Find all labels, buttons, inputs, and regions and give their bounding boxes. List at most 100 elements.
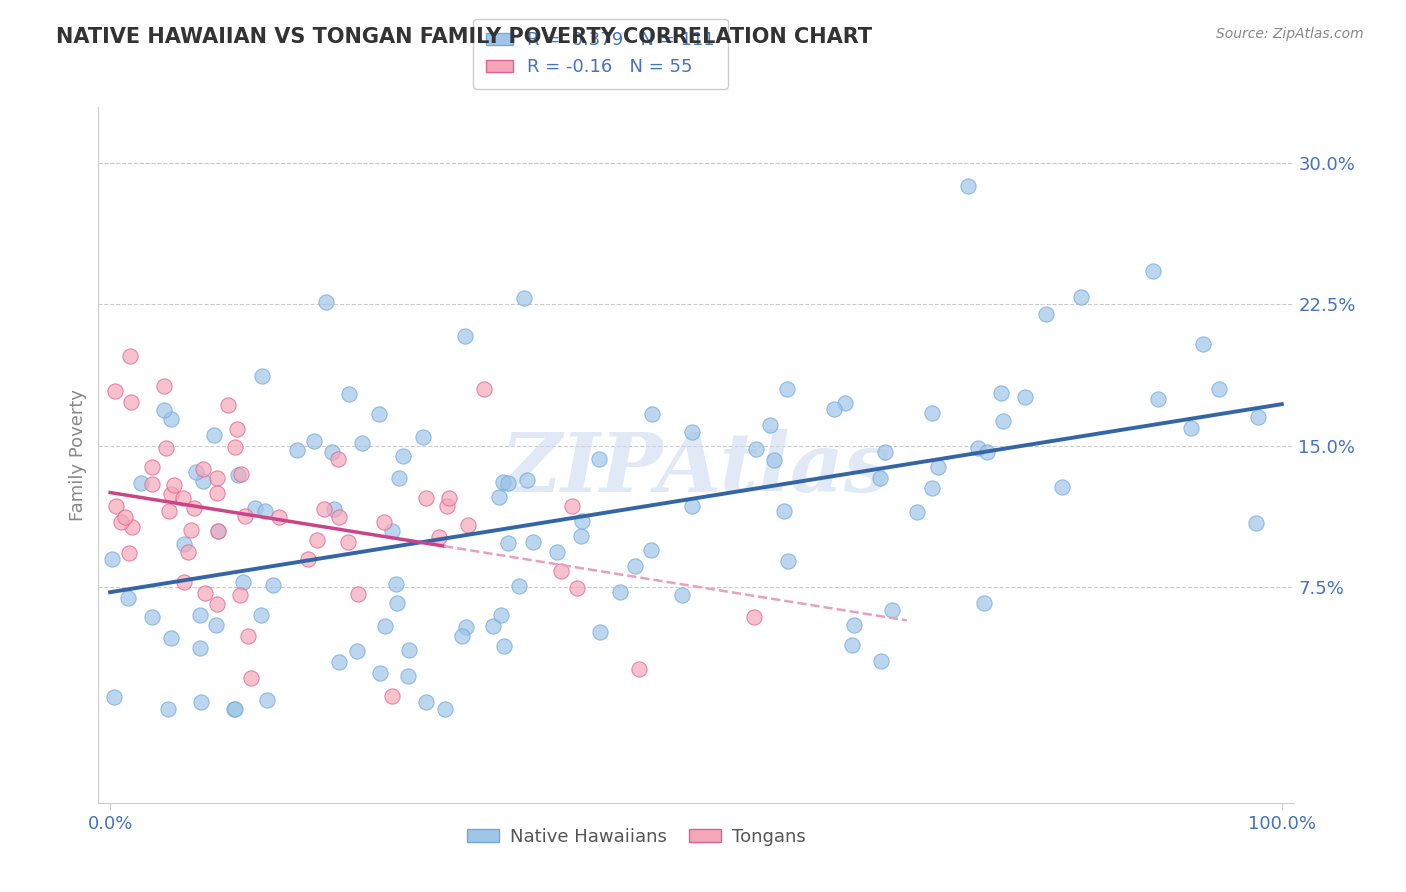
Point bbox=[141, 610, 163, 624]
Point bbox=[436, 499, 458, 513]
Point bbox=[105, 500, 128, 514]
Point bbox=[454, 328, 477, 343]
Point bbox=[323, 502, 346, 516]
Point bbox=[1180, 421, 1202, 435]
Point bbox=[550, 564, 572, 578]
Point bbox=[496, 475, 519, 490]
Point bbox=[347, 587, 370, 601]
Point bbox=[101, 552, 124, 566]
Point bbox=[326, 452, 349, 467]
Point bbox=[160, 631, 183, 645]
Point bbox=[516, 473, 538, 487]
Point bbox=[546, 545, 568, 559]
Point bbox=[588, 451, 610, 466]
Point bbox=[141, 460, 163, 475]
Point bbox=[1050, 480, 1073, 494]
Point bbox=[245, 500, 267, 515]
Point bbox=[157, 702, 180, 716]
Point bbox=[267, 510, 290, 524]
Point bbox=[233, 509, 256, 524]
Point bbox=[328, 510, 350, 524]
Point bbox=[993, 414, 1015, 428]
Point bbox=[172, 491, 194, 505]
Point bbox=[121, 520, 143, 534]
Point bbox=[346, 644, 368, 658]
Point bbox=[589, 624, 612, 639]
Point bbox=[392, 450, 415, 464]
Point bbox=[191, 475, 214, 489]
Point bbox=[337, 535, 360, 549]
Point bbox=[202, 427, 225, 442]
Point bbox=[823, 402, 845, 417]
Point bbox=[905, 505, 928, 519]
Point bbox=[120, 395, 142, 409]
Point bbox=[439, 491, 461, 506]
Point bbox=[229, 589, 252, 603]
Point bbox=[457, 518, 479, 533]
Point bbox=[609, 585, 631, 599]
Point bbox=[842, 618, 865, 632]
Point bbox=[117, 591, 139, 606]
Point bbox=[976, 445, 998, 459]
Point bbox=[337, 387, 360, 401]
Point bbox=[110, 515, 132, 529]
Point bbox=[990, 386, 1012, 401]
Point bbox=[173, 574, 195, 589]
Point bbox=[776, 554, 799, 568]
Point bbox=[157, 504, 180, 518]
Point bbox=[226, 422, 249, 436]
Point bbox=[184, 465, 207, 479]
Point bbox=[956, 178, 979, 193]
Point bbox=[190, 695, 212, 709]
Point bbox=[681, 499, 703, 513]
Point bbox=[492, 639, 515, 653]
Point bbox=[205, 471, 228, 485]
Point bbox=[238, 628, 260, 642]
Point bbox=[384, 577, 406, 591]
Point bbox=[160, 412, 183, 426]
Point bbox=[967, 441, 990, 455]
Point bbox=[388, 471, 411, 485]
Text: Source: ZipAtlas.com: Source: ZipAtlas.com bbox=[1216, 27, 1364, 41]
Point bbox=[921, 481, 943, 495]
Point bbox=[224, 440, 246, 454]
Point bbox=[374, 619, 396, 633]
Y-axis label: Family Poverty: Family Poverty bbox=[69, 389, 87, 521]
Point bbox=[560, 499, 582, 513]
Point bbox=[224, 702, 246, 716]
Point bbox=[571, 514, 593, 528]
Point bbox=[489, 608, 512, 623]
Point bbox=[194, 586, 217, 600]
Point bbox=[1247, 410, 1270, 425]
Point bbox=[160, 486, 183, 500]
Point bbox=[305, 533, 328, 547]
Text: NATIVE HAWAIIAN VS TONGAN FAMILY POVERTY CORRELATION CHART: NATIVE HAWAIIAN VS TONGAN FAMILY POVERTY… bbox=[56, 27, 872, 46]
Point bbox=[482, 619, 505, 633]
Point bbox=[398, 643, 420, 657]
Point bbox=[312, 502, 335, 516]
Point bbox=[434, 702, 457, 716]
Point bbox=[870, 654, 893, 668]
Point bbox=[118, 349, 141, 363]
Point bbox=[205, 597, 228, 611]
Point bbox=[250, 608, 273, 623]
Point bbox=[921, 405, 943, 419]
Point bbox=[387, 596, 409, 610]
Point bbox=[152, 403, 174, 417]
Point bbox=[183, 501, 205, 516]
Point bbox=[141, 476, 163, 491]
Point bbox=[508, 579, 530, 593]
Point bbox=[742, 610, 765, 624]
Point bbox=[841, 639, 863, 653]
Point bbox=[472, 383, 495, 397]
Point bbox=[240, 671, 263, 685]
Point bbox=[207, 524, 229, 538]
Point bbox=[488, 490, 510, 504]
Point bbox=[173, 537, 195, 551]
Point bbox=[302, 434, 325, 448]
Point bbox=[1244, 516, 1267, 530]
Point bbox=[454, 620, 477, 634]
Point bbox=[381, 524, 404, 538]
Point bbox=[641, 407, 664, 421]
Point bbox=[973, 596, 995, 610]
